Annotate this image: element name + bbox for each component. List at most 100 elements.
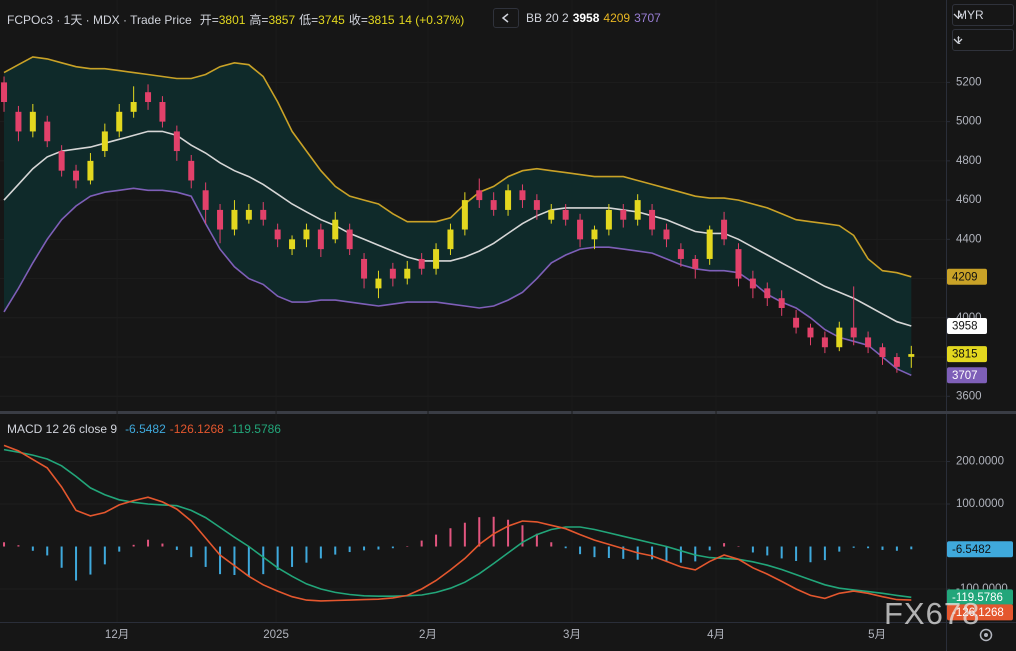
unit-select[interactable]: t <box>952 29 1014 51</box>
histogram-bar <box>190 547 192 558</box>
indicator-value: -126.1268 <box>170 422 224 436</box>
histogram-bar <box>233 547 235 575</box>
histogram-bar <box>421 541 423 547</box>
y-tick-label: 4600 <box>956 194 982 206</box>
candle-body <box>1 82 7 102</box>
histogram-bar <box>104 547 106 565</box>
price-tag-label: 3815 <box>952 349 978 361</box>
candle-body <box>649 210 655 230</box>
indicator-value: -119.5786 <box>228 422 281 436</box>
candle-body <box>217 210 223 230</box>
currency-select[interactable]: MYR <box>952 4 1014 26</box>
histogram-bar <box>593 547 595 558</box>
candle-body <box>231 210 237 230</box>
ohlc-value: 3745 <box>318 13 345 27</box>
candle-body <box>59 151 65 171</box>
indicator-value: 3707 <box>634 11 661 25</box>
indicator-value: 4209 <box>603 11 630 25</box>
candle-body <box>102 131 108 151</box>
histogram-bar <box>262 547 264 575</box>
candle-body <box>131 102 137 112</box>
candle-body <box>750 279 756 289</box>
histogram-bar <box>680 547 682 563</box>
candle-body <box>404 269 410 279</box>
candle-body <box>73 171 79 181</box>
histogram-bar <box>363 547 365 551</box>
candle-body <box>505 190 511 210</box>
indicator-title[interactable]: BB 20 2 <box>526 11 569 25</box>
x-tick-label: 3月 <box>563 629 581 641</box>
histogram-bar <box>61 547 63 568</box>
histogram-bar <box>896 547 898 551</box>
change-label: 14 (+0.37%) <box>399 13 465 27</box>
candle-body <box>87 161 93 181</box>
symbol-title[interactable]: FCPOc3 · 1天 · MDX · Trade Price <box>7 11 192 28</box>
candle-body <box>188 161 194 181</box>
candle-body <box>865 337 871 347</box>
candle-body <box>663 230 669 240</box>
ohlc-value: 3801 <box>219 13 246 27</box>
candle-body <box>807 328 813 338</box>
histogram-bar <box>75 547 77 581</box>
candle-body <box>289 239 295 249</box>
histogram-bar <box>406 546 408 547</box>
candle-body <box>548 210 554 220</box>
histogram-bar <box>838 547 840 552</box>
ohlc-label: 高= <box>249 11 268 28</box>
candle-body <box>491 200 497 210</box>
candle-body <box>347 230 353 250</box>
y-tick-label: 3600 <box>956 390 982 402</box>
candle-body <box>462 200 468 229</box>
histogram-bar <box>795 547 797 561</box>
price-tag-label: 3958 <box>952 321 978 333</box>
histogram-bar <box>133 545 135 547</box>
y-tick-label: 5200 <box>956 76 982 88</box>
macd-legend: MACD 12 26 close 9 -6.5482 -126.1268 -11… <box>7 422 281 436</box>
y-tick-label: 5000 <box>956 116 982 128</box>
y-tick-label: 4400 <box>956 233 982 245</box>
histogram-bar <box>651 547 653 560</box>
candle-body <box>879 347 885 357</box>
x-tick-label: 2月 <box>419 629 437 641</box>
macd-line <box>4 445 911 601</box>
histogram-bar <box>752 547 754 553</box>
candle-body <box>260 210 266 220</box>
histogram-bar <box>17 545 19 546</box>
candle-body <box>851 328 857 338</box>
histogram-bar <box>709 547 711 551</box>
chevron-icon <box>953 12 963 20</box>
ohlc-label: 低= <box>299 11 318 28</box>
histogram-bar <box>723 543 725 546</box>
histogram-bar <box>809 547 811 563</box>
histogram-bar <box>161 544 163 547</box>
histogram-bar <box>320 547 322 559</box>
candle-body <box>793 318 799 328</box>
x-tick-label: 4月 <box>707 629 725 641</box>
histogram-bar <box>3 542 5 546</box>
indicator-title[interactable]: MACD 12 26 close 9 <box>7 422 117 436</box>
histogram-bar <box>910 547 912 550</box>
histogram-bar <box>291 547 293 567</box>
histogram-bar <box>449 528 451 546</box>
histogram-bar <box>608 547 610 558</box>
price-legend: FCPOc3 · 1天 · MDX · Trade Price 开=3801 高… <box>7 11 464 28</box>
candle-body <box>563 210 569 220</box>
candle-body <box>174 131 180 151</box>
candle-body <box>303 230 309 240</box>
candle-body <box>361 259 367 279</box>
collapse-button[interactable] <box>493 8 519 28</box>
candle-body <box>203 190 209 210</box>
candle-body <box>246 210 252 220</box>
candle-body <box>318 230 324 250</box>
candle-body <box>375 279 381 289</box>
histogram-bar <box>176 547 178 550</box>
y-tick-label: 200.0000 <box>956 456 1004 468</box>
candle-body <box>332 220 338 240</box>
band-fill <box>4 57 911 375</box>
histogram-bar <box>579 547 581 555</box>
candle-body <box>591 230 597 240</box>
histogram-bar <box>377 547 379 550</box>
settings-icon[interactable] <box>978 627 994 643</box>
